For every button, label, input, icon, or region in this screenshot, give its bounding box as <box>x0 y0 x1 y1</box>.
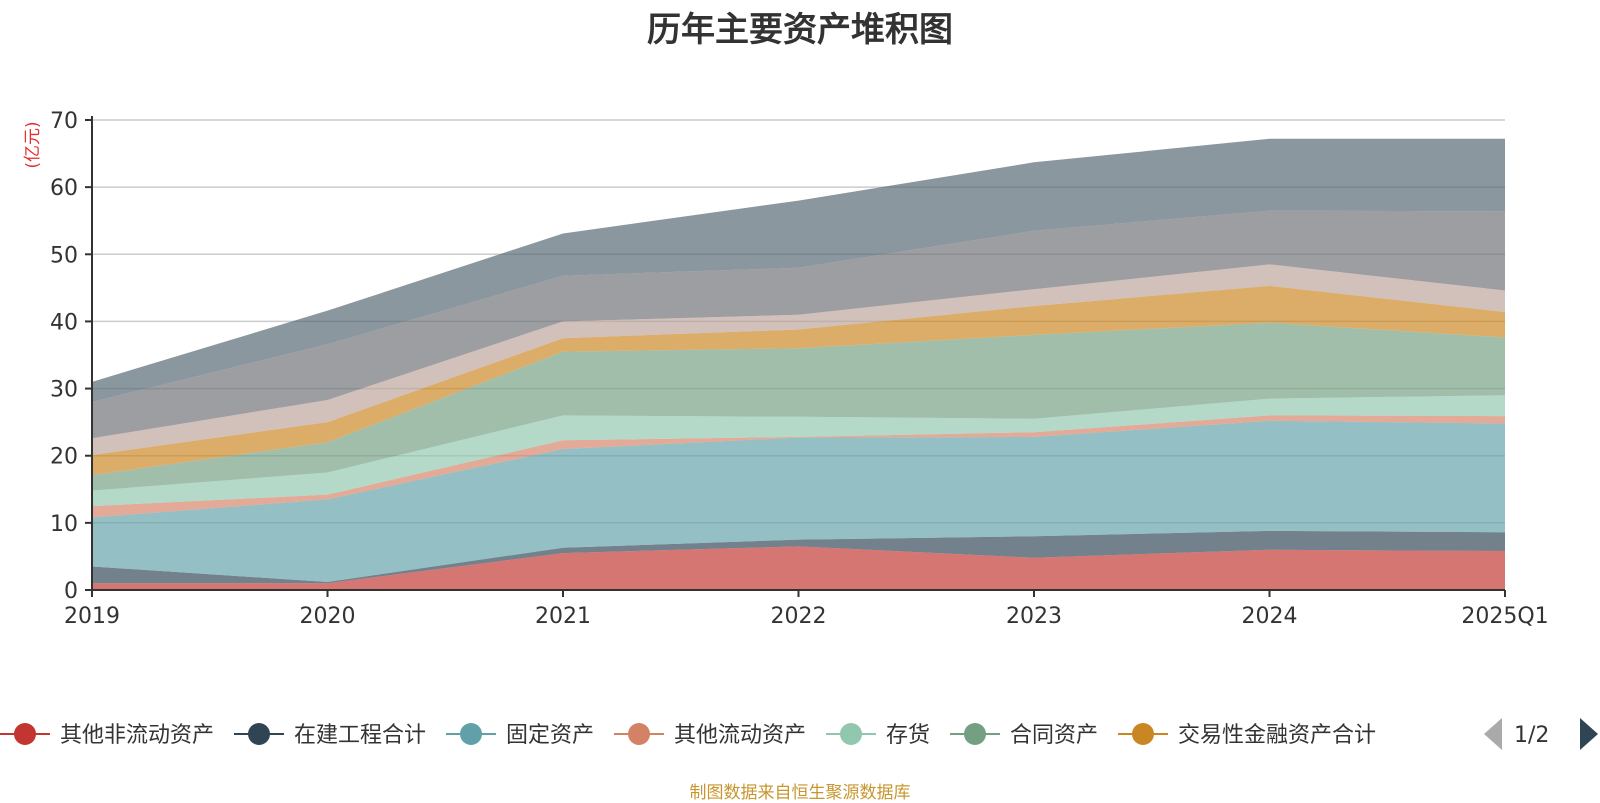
legend-item[interactable]: 固定资产 <box>446 723 594 748</box>
legend-marker <box>1132 723 1154 745</box>
area-series-8[interactable] <box>92 210 1505 439</box>
legend-next-page-icon[interactable] <box>1580 718 1598 750</box>
legend: 其他非流动资产 在建工程合计 固定资产 其他流动资产 存货 合同资产 交易性金融资产合计 1/… <box>0 718 1598 750</box>
legend-prev-page-icon[interactable] <box>1484 718 1502 750</box>
x-tick-label: 2019 <box>64 604 120 629</box>
legend-marker <box>14 723 36 745</box>
legend-label: 在建工程合计 <box>294 723 426 748</box>
area-series-1[interactable] <box>92 530 1505 584</box>
legend-marker <box>840 723 862 745</box>
legend-marker <box>460 723 482 745</box>
y-tick-label: 70 <box>50 109 78 134</box>
area-series-4[interactable] <box>92 395 1505 507</box>
legend-item[interactable]: 存货 <box>826 723 930 748</box>
legend-label: 存货 <box>886 723 930 748</box>
legend-label: 其他流动资产 <box>674 723 806 748</box>
y-axis-unit-label: (亿元) <box>23 121 43 168</box>
area-series-0[interactable] <box>92 546 1505 590</box>
y-tick-label: 10 <box>50 512 78 537</box>
x-tick-label: 2021 <box>535 604 591 629</box>
y-tick-label: 0 <box>64 579 78 604</box>
y-tick-label: 20 <box>50 445 78 470</box>
area-series-6[interactable] <box>92 285 1505 476</box>
x-tick-label: 2024 <box>1242 604 1298 629</box>
legend-label: 固定资产 <box>506 723 594 748</box>
x-tick-label: 2022 <box>771 604 827 629</box>
legend-label: 合同资产 <box>1010 723 1098 748</box>
y-tick-label: 30 <box>50 378 78 403</box>
legend-label: 其他非流动资产 <box>60 723 214 748</box>
legend-item[interactable]: 在建工程合计 <box>234 723 426 748</box>
area-series-5[interactable] <box>92 322 1505 491</box>
x-tick-label: 2023 <box>1006 604 1062 629</box>
area-series-7[interactable] <box>92 264 1505 456</box>
source-note: 制图数据来自恒生聚源数据库 <box>689 783 911 803</box>
legend-item[interactable]: 合同资产 <box>950 723 1098 748</box>
chart-title: 历年主要资产堆积图 <box>647 10 953 50</box>
y-tick-label: 60 <box>50 176 78 201</box>
area-series-9[interactable] <box>92 138 1505 403</box>
y-tick-label: 50 <box>50 243 78 268</box>
x-tick-label: 2025Q1 <box>1461 604 1548 629</box>
x-tick-label: 2020 <box>300 604 356 629</box>
legend-marker <box>248 723 270 745</box>
stacked-areas <box>92 138 1505 590</box>
legend-page-indicator: 1/2 <box>1514 723 1549 748</box>
legend-marker <box>628 723 650 745</box>
legend-item[interactable]: 其他非流动资产 <box>0 723 214 748</box>
legend-item[interactable]: 其他流动资产 <box>614 723 806 748</box>
area-series-2[interactable] <box>92 420 1505 582</box>
legend-label: 交易性金融资产合计 <box>1178 723 1376 748</box>
axes: 0 10 20 30 40 50 60 70 2019 2020 2021 2022 2023 2024 2… <box>50 109 1549 629</box>
legend-marker <box>964 723 986 745</box>
legend-item[interactable]: 交易性金融资产合计 <box>1118 723 1376 748</box>
y-tick-label: 40 <box>50 310 78 335</box>
